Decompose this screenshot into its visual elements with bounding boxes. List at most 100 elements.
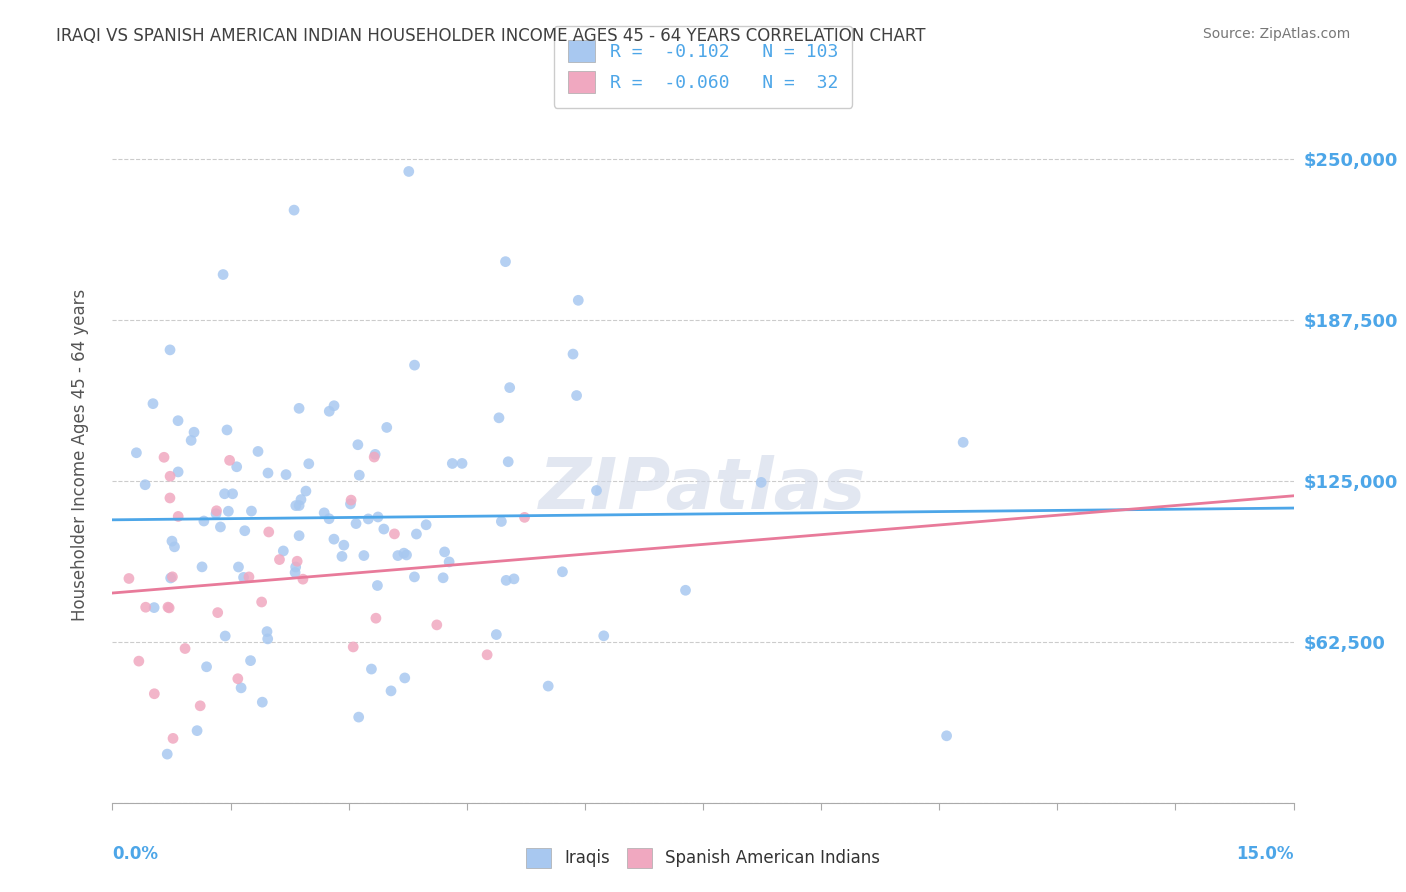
Point xyxy=(330,549,353,564)
Point xyxy=(174,641,197,656)
Point xyxy=(247,444,270,458)
Point xyxy=(387,549,409,563)
Point xyxy=(256,624,278,639)
Point xyxy=(212,268,235,282)
Point xyxy=(162,570,184,584)
Point xyxy=(357,512,380,526)
Point xyxy=(495,574,517,588)
Point xyxy=(475,648,498,662)
Point xyxy=(935,729,957,743)
Point xyxy=(288,499,311,513)
Point xyxy=(142,397,165,411)
Point xyxy=(585,483,607,498)
Point xyxy=(159,491,181,505)
Point xyxy=(143,687,166,701)
Point xyxy=(218,453,240,467)
Point xyxy=(342,640,364,654)
Point xyxy=(205,507,228,521)
Point xyxy=(167,509,190,524)
Point xyxy=(437,555,460,569)
Point xyxy=(499,381,522,395)
Point xyxy=(360,662,382,676)
Point xyxy=(238,570,260,584)
Point xyxy=(314,506,336,520)
Point xyxy=(485,627,508,641)
Point xyxy=(252,695,274,709)
Point xyxy=(364,447,387,461)
Point xyxy=(159,469,181,483)
Point xyxy=(488,410,510,425)
Legend: R =  -0.102   N = 103, R =  -0.060   N =  32: R = -0.102 N = 103, R = -0.060 N = 32 xyxy=(554,26,852,108)
Point xyxy=(433,545,456,559)
Point xyxy=(323,532,346,546)
Point xyxy=(373,522,395,536)
Point xyxy=(193,514,215,528)
Point xyxy=(226,672,249,686)
Point xyxy=(380,684,402,698)
Point xyxy=(513,510,536,524)
Point xyxy=(125,446,148,460)
Text: 0.0%: 0.0% xyxy=(112,845,159,863)
Point xyxy=(285,554,308,568)
Point xyxy=(952,435,974,450)
Point xyxy=(404,358,426,372)
Point xyxy=(404,570,426,584)
Point xyxy=(349,468,371,483)
Point xyxy=(384,527,406,541)
Point xyxy=(225,459,247,474)
Point xyxy=(398,164,420,178)
Point xyxy=(503,572,526,586)
Point xyxy=(228,560,250,574)
Point xyxy=(392,546,415,560)
Text: IRAQI VS SPANISH AMERICAN INDIAN HOUSEHOLDER INCOME AGES 45 - 64 YEARS CORRELATI: IRAQI VS SPANISH AMERICAN INDIAN HOUSEHO… xyxy=(56,27,925,45)
Point xyxy=(394,671,416,685)
Point xyxy=(118,572,141,586)
Text: 15.0%: 15.0% xyxy=(1236,845,1294,863)
Point xyxy=(405,527,427,541)
Point xyxy=(333,538,356,552)
Point xyxy=(159,571,181,585)
Point xyxy=(229,681,252,695)
Point xyxy=(288,401,311,416)
Point xyxy=(135,600,157,615)
Point xyxy=(283,203,305,218)
Point xyxy=(162,731,184,746)
Point xyxy=(344,516,367,531)
Point xyxy=(426,618,449,632)
Point xyxy=(274,467,297,482)
Point xyxy=(298,457,321,471)
Point xyxy=(209,520,232,534)
Point xyxy=(195,660,218,674)
Point xyxy=(339,497,361,511)
Point xyxy=(432,571,454,585)
Point xyxy=(537,679,560,693)
Point xyxy=(366,578,388,592)
Point xyxy=(395,548,418,562)
Point xyxy=(675,583,697,598)
Point xyxy=(290,492,312,507)
Point xyxy=(363,450,385,464)
Point xyxy=(318,512,340,526)
Point xyxy=(257,466,280,480)
Point xyxy=(415,517,437,532)
Point xyxy=(491,515,513,529)
Point xyxy=(592,629,614,643)
Point xyxy=(256,632,278,646)
Text: Source: ZipAtlas.com: Source: ZipAtlas.com xyxy=(1202,27,1350,41)
Point xyxy=(364,611,387,625)
Point xyxy=(269,552,291,566)
Point xyxy=(180,434,202,448)
Point xyxy=(250,595,273,609)
Point xyxy=(257,524,280,539)
Point xyxy=(214,487,236,501)
Point xyxy=(340,493,363,508)
Point xyxy=(367,510,389,524)
Point xyxy=(143,600,166,615)
Point xyxy=(353,549,375,563)
Point xyxy=(183,425,205,440)
Legend: Iraqis, Spanish American Indians: Iraqis, Spanish American Indians xyxy=(519,841,887,875)
Point xyxy=(167,465,190,479)
Point xyxy=(239,654,262,668)
Point xyxy=(496,455,519,469)
Point xyxy=(159,343,181,357)
